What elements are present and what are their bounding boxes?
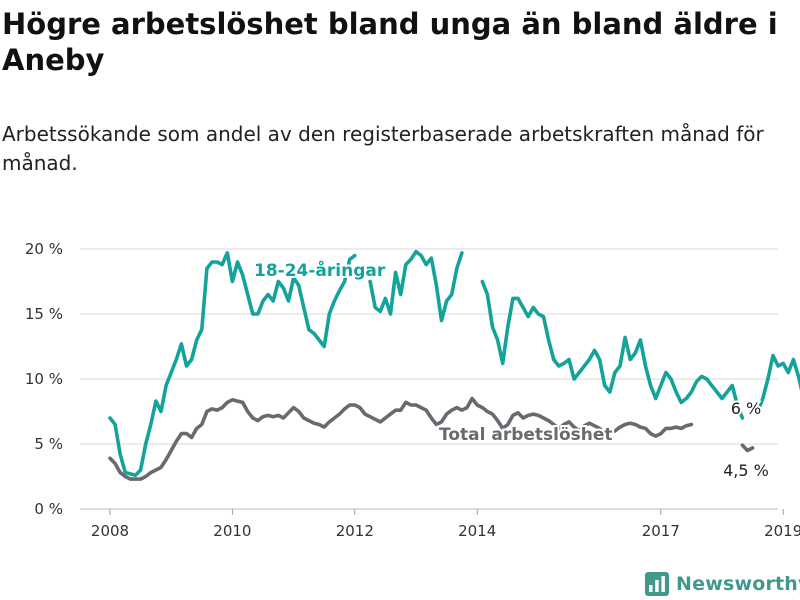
y-tick-label: 20 % xyxy=(25,240,63,258)
x-tick-label: 2017 xyxy=(642,522,680,540)
grid xyxy=(80,248,778,510)
x-tick-label: 2008 xyxy=(91,522,129,540)
labels: 18-24-åringar Total arbetslöshet 6 % 4,5 % xyxy=(252,257,771,482)
y-tick-label: 0 % xyxy=(34,500,63,518)
x-tick-label: 2012 xyxy=(336,522,374,540)
chart-title: Högre arbetslöshet bland unga än bland ä… xyxy=(2,7,778,77)
axes: 0 % 5 % 10 % 15 % 20 % 2008 2010 2012 2014 2017 20… xyxy=(25,240,800,540)
total-series-line xyxy=(108,396,694,481)
brand-name: Newsworthy xyxy=(676,573,800,595)
youth-series-line xyxy=(108,251,357,477)
y-tick-label: 10 % xyxy=(25,370,63,388)
youth-series-line xyxy=(368,249,464,323)
x-tick-label: 2010 xyxy=(213,522,251,540)
total-series-label: Total arbetslöshet xyxy=(439,425,613,445)
x-tick-label: 2019 xyxy=(764,522,800,540)
youth-series-label: 18-24-åringar xyxy=(254,259,386,281)
youth-series-line xyxy=(480,279,745,420)
newsworthy-logo: Newsworthy xyxy=(645,569,800,599)
y-tick-label: 5 % xyxy=(34,435,63,453)
series xyxy=(108,249,800,481)
youth-end-value-label: 6 % xyxy=(731,399,761,418)
total-end-value-label: 4,5 % xyxy=(723,461,769,480)
y-tick-label: 15 % xyxy=(25,305,63,323)
line-chart: 0 % 5 % 10 % 15 % 20 % 2008 2010 2012 2014 2017 20… xyxy=(25,240,800,540)
total-series-line xyxy=(740,443,755,453)
youth-series-line xyxy=(755,353,800,414)
chart-subtitle: Arbetssökande som andel av den registerb… xyxy=(2,122,764,175)
x-tick-label: 2014 xyxy=(458,522,496,540)
bar-chart-logo-icon xyxy=(645,572,669,596)
